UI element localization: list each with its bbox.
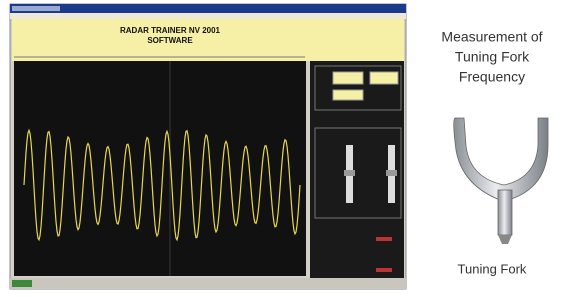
menu-bar xyxy=(10,13,406,19)
title-text xyxy=(12,6,60,11)
header-subtitle: SOFTWARE xyxy=(147,36,193,45)
start-button[interactable] xyxy=(12,280,32,287)
caption-title-line: Measurement of xyxy=(441,29,542,45)
caption-title-line: Tuning Fork xyxy=(455,49,530,65)
button[interactable] xyxy=(370,72,398,84)
page: RADAR TRAINER NV 2001 SOFTWARE Measureme… xyxy=(0,0,578,292)
caption-title-line: Frequency xyxy=(459,69,525,85)
readout xyxy=(376,268,392,272)
header-title: RADAR TRAINER NV 2001 xyxy=(120,26,221,35)
readout xyxy=(376,237,392,241)
button[interactable] xyxy=(333,72,363,84)
slider-thumb[interactable] xyxy=(386,170,397,176)
caption-panel xyxy=(410,4,576,289)
fork-stem xyxy=(498,190,512,235)
taskbar xyxy=(10,278,406,289)
button[interactable] xyxy=(333,90,363,100)
slider-thumb[interactable] xyxy=(344,170,355,176)
caption-label: Tuning Fork xyxy=(458,261,527,276)
title-bar xyxy=(10,4,406,13)
screenshot: RADAR TRAINER NV 2001 SOFTWARE Measureme… xyxy=(0,0,578,292)
